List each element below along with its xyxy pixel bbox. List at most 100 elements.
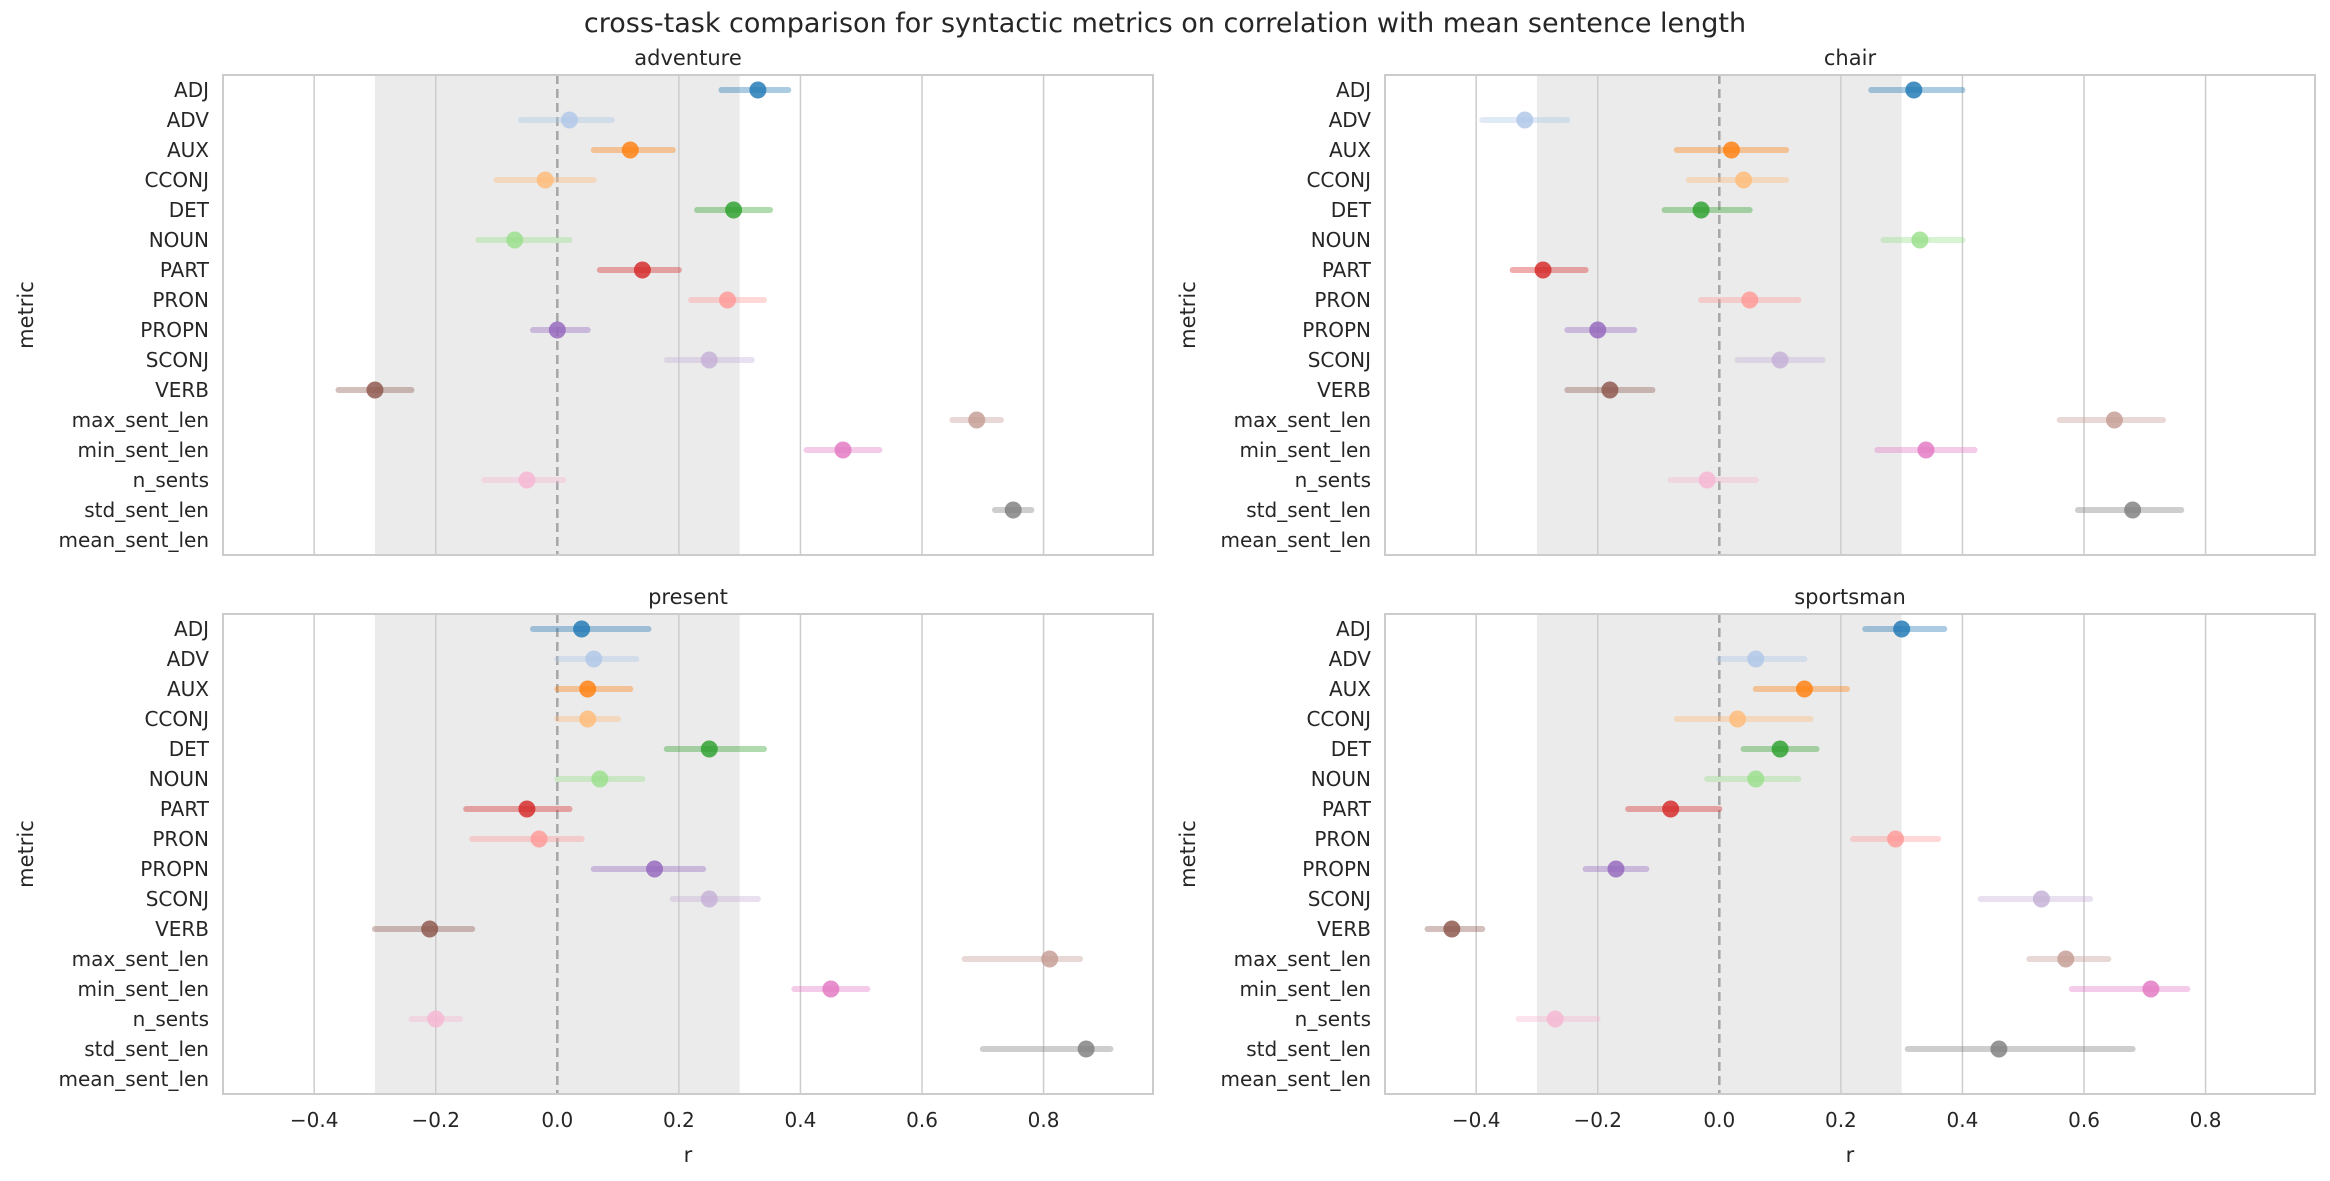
point-PROPN [1589, 321, 1607, 339]
axes-frame [1384, 613, 2316, 1095]
y-tick-label: NOUN [149, 767, 209, 791]
y-tick-label: PART [1322, 258, 1372, 282]
y-tick-label: DET [169, 737, 210, 761]
x-tick-label: 0.0 [1703, 1108, 1735, 1132]
point-AUX [621, 141, 639, 159]
y-tick-label: CCONJ [144, 168, 209, 192]
y-tick-label: max_sent_len [72, 947, 209, 971]
y-tick-label: VERB [1317, 917, 1371, 941]
point-DET [700, 740, 718, 758]
point-max_sent_len [1041, 950, 1059, 968]
y-tick-label: min_sent_len [1240, 438, 1372, 462]
point-SCONJ [1771, 351, 1789, 369]
y-tick-label: CCONJ [144, 707, 209, 731]
y-tick-label: ADV [1329, 108, 1372, 132]
panel-adventure: adventure ADJ ADV AUX CCONJ DET NOUN PART PRON PR… [14, 46, 1154, 556]
panel-title: sportsman [1794, 585, 1906, 609]
point-std_sent_len [1990, 1040, 2008, 1058]
x-tick-label: 0.8 [2190, 1108, 2222, 1132]
point-SCONJ [2032, 890, 2050, 908]
y-tick-label: mean_sent_len [1221, 1067, 1372, 1091]
point-AUX [1722, 141, 1740, 159]
y-tick-label: VERB [155, 378, 209, 402]
point-ADJ [1905, 81, 1923, 99]
point-ADV [1747, 650, 1765, 668]
y-tick-label: DET [1331, 198, 1372, 222]
y-axis-label: metric [1176, 820, 1200, 888]
y-tick-label: PRON [152, 288, 209, 312]
y-tick-label: PART [160, 797, 210, 821]
y-tick-label: SCONJ [1308, 887, 1371, 911]
y-tick-label: n_sents [1295, 468, 1371, 492]
y-tick-label: PRON [152, 827, 209, 851]
x-tick-label: 0.0 [541, 1108, 573, 1132]
point-AUX [1795, 680, 1813, 698]
y-tick-label: PRON [1314, 827, 1371, 851]
point-std_sent_len [1077, 1040, 1095, 1058]
panel-title: chair [1824, 46, 1877, 70]
point-ADV [585, 650, 603, 668]
y-axis-label: metric [14, 820, 38, 888]
panel-title: adventure [634, 46, 742, 70]
point-max_sent_len [2057, 950, 2075, 968]
point-NOUN [1747, 770, 1765, 788]
y-tick-label: AUX [167, 138, 209, 162]
y-tick-label: AUX [1329, 138, 1371, 162]
point-ADJ [749, 81, 767, 99]
y-tick-label: mean_sent_len [59, 528, 210, 552]
y-tick-label: mean_sent_len [1221, 528, 1372, 552]
point-max_sent_len [2105, 411, 2123, 429]
y-tick-label: min_sent_len [78, 977, 210, 1001]
point-VERB [1443, 920, 1461, 938]
point-PRON [1741, 291, 1759, 309]
point-VERB [366, 381, 384, 399]
y-tick-label: std_sent_len [1246, 1037, 1371, 1061]
y-tick-label: AUX [1329, 677, 1371, 701]
x-tick-label: −0.2 [411, 1108, 460, 1132]
point-PRON [719, 291, 737, 309]
y-tick-label: SCONJ [1308, 348, 1371, 372]
y-tick-label: NOUN [1311, 767, 1371, 791]
x-tick-label: −0.2 [1573, 1108, 1622, 1132]
y-tick-label: mean_sent_len [59, 1067, 210, 1091]
y-tick-label: ADV [1329, 647, 1372, 671]
y-tick-label: min_sent_len [1240, 977, 1372, 1001]
point-std_sent_len [2124, 501, 2142, 519]
point-PROPN [646, 860, 664, 878]
y-tick-label: max_sent_len [1234, 408, 1371, 432]
point-CCONJ [1735, 171, 1753, 189]
point-SCONJ [700, 890, 718, 908]
panel-sportsman: sportsman ADJ ADV AUX CCONJ DET NOUN PART PRON PR… [1176, 585, 2316, 1167]
point-PART [633, 261, 651, 279]
y-tick-label: PROPN [140, 318, 209, 342]
point-ADJ [573, 620, 591, 638]
y-tick-label: PROPN [1302, 857, 1371, 881]
point-n_sents [427, 1010, 445, 1028]
y-tick-label: PART [1322, 797, 1372, 821]
point-PROPN [548, 321, 566, 339]
figure-title: cross-task comparison for syntactic metr… [583, 8, 1747, 39]
point-DET [725, 201, 743, 219]
point-PART [518, 800, 536, 818]
y-tick-label: CCONJ [1306, 707, 1371, 731]
panel-chair: chair ADJ ADV AUX CCONJ DET NOUN PART PRON PROPN S… [1176, 46, 2316, 556]
point-NOUN [1911, 231, 1929, 249]
y-tick-label: NOUN [1311, 228, 1371, 252]
y-tick-label: ADV [167, 647, 210, 671]
x-tick-label: 0.6 [2068, 1108, 2100, 1132]
axes-frame [222, 74, 1154, 556]
y-tick-label: PROPN [140, 857, 209, 881]
point-VERB [1601, 381, 1619, 399]
point-CCONJ [536, 171, 554, 189]
y-axis-label: metric [1176, 281, 1200, 349]
y-tick-label: ADV [167, 108, 210, 132]
point-max_sent_len [968, 411, 986, 429]
y-tick-label: max_sent_len [1234, 947, 1371, 971]
x-tick-label: 0.4 [1947, 1108, 1979, 1132]
panel-title: present [648, 585, 728, 609]
point-VERB [421, 920, 439, 938]
y-tick-label: CCONJ [1306, 168, 1371, 192]
y-tick-label: ADJ [174, 617, 209, 641]
x-tick-label: 0.8 [1028, 1108, 1060, 1132]
